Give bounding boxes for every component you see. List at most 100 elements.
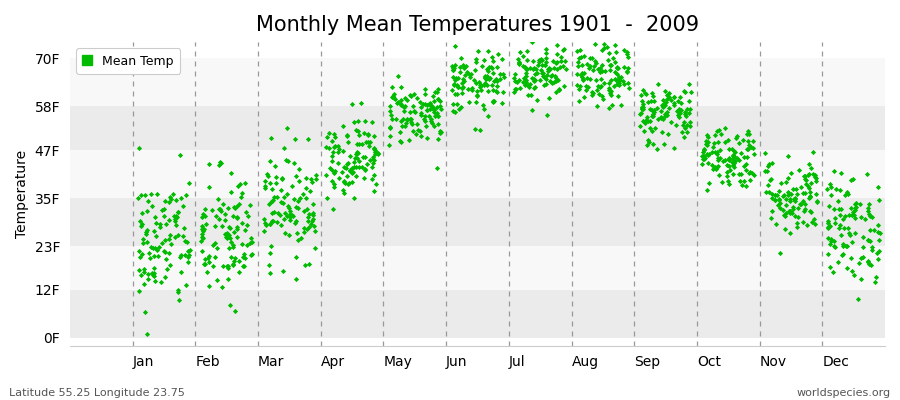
Point xyxy=(726,162,741,168)
Point xyxy=(182,252,196,258)
Point xyxy=(772,197,787,203)
Point xyxy=(327,131,341,137)
Point xyxy=(621,80,635,86)
Point xyxy=(740,146,754,152)
Point xyxy=(535,56,549,63)
Point xyxy=(713,147,727,154)
Point xyxy=(356,154,370,160)
Point xyxy=(155,240,169,246)
Point xyxy=(651,81,665,88)
Point xyxy=(854,276,868,282)
Point xyxy=(528,71,543,78)
Point xyxy=(527,84,542,90)
Point xyxy=(557,46,572,52)
Point xyxy=(518,63,532,70)
Point xyxy=(276,194,291,200)
Point xyxy=(214,160,229,166)
Point xyxy=(522,84,536,90)
Point xyxy=(861,259,876,266)
Point xyxy=(382,142,397,148)
Point xyxy=(801,183,815,189)
Point xyxy=(707,148,722,155)
Point xyxy=(551,77,565,83)
Point xyxy=(454,55,468,62)
Point xyxy=(400,117,414,124)
Point xyxy=(283,216,297,223)
Point xyxy=(172,297,186,304)
Point xyxy=(802,171,816,177)
Point xyxy=(236,263,250,269)
Point xyxy=(337,179,351,185)
Point xyxy=(418,101,432,108)
Point xyxy=(656,104,670,110)
Point xyxy=(399,120,413,126)
Point xyxy=(177,224,192,231)
Point xyxy=(790,205,805,212)
Point xyxy=(258,220,273,226)
Point xyxy=(573,33,588,40)
Point xyxy=(263,250,277,256)
Point xyxy=(158,249,173,256)
Point xyxy=(824,192,839,198)
Point xyxy=(742,177,757,183)
Text: Latitude 55.25 Longitude 23.75: Latitude 55.25 Longitude 23.75 xyxy=(9,388,184,398)
Point xyxy=(429,165,444,171)
Point xyxy=(337,178,351,184)
Point xyxy=(552,87,566,93)
Point xyxy=(456,84,471,90)
Point xyxy=(787,196,801,203)
Point xyxy=(169,197,184,204)
Point xyxy=(470,93,484,99)
Point xyxy=(350,150,365,156)
Point xyxy=(181,254,195,260)
Point xyxy=(404,92,419,99)
Point xyxy=(396,108,410,114)
Point xyxy=(178,192,193,198)
Point xyxy=(481,68,495,74)
Point xyxy=(228,204,242,211)
Point xyxy=(446,65,461,72)
Point xyxy=(730,154,744,161)
Point xyxy=(198,212,212,219)
Point xyxy=(462,71,476,78)
Point xyxy=(645,90,660,96)
Point xyxy=(175,195,189,202)
Point xyxy=(178,238,193,244)
Point xyxy=(659,99,673,106)
Point xyxy=(788,198,802,204)
Point xyxy=(610,64,625,71)
Point xyxy=(446,64,460,71)
Point xyxy=(220,230,234,236)
Point xyxy=(292,237,306,243)
Point xyxy=(303,176,318,182)
Point xyxy=(778,178,793,185)
Point xyxy=(403,116,418,122)
Point xyxy=(848,207,862,213)
Point xyxy=(845,239,859,245)
Point xyxy=(302,214,316,220)
Point xyxy=(147,228,161,234)
Point xyxy=(472,84,487,90)
Point xyxy=(579,82,593,89)
Point xyxy=(636,101,651,108)
Point xyxy=(620,50,634,57)
Point xyxy=(292,166,307,172)
Point xyxy=(868,279,882,285)
Point xyxy=(590,103,604,110)
Point xyxy=(274,187,289,193)
Point xyxy=(476,106,491,112)
Point xyxy=(262,262,276,268)
Point xyxy=(233,181,248,188)
Point xyxy=(394,138,409,145)
Point xyxy=(241,213,256,220)
Point xyxy=(140,207,155,214)
Point xyxy=(212,158,227,165)
Point xyxy=(482,112,496,119)
Point xyxy=(597,80,611,86)
Point xyxy=(724,159,739,165)
Point xyxy=(263,158,277,164)
Point xyxy=(157,248,171,254)
Point xyxy=(194,231,209,237)
Point xyxy=(507,75,521,81)
Bar xyxy=(70,246,885,290)
